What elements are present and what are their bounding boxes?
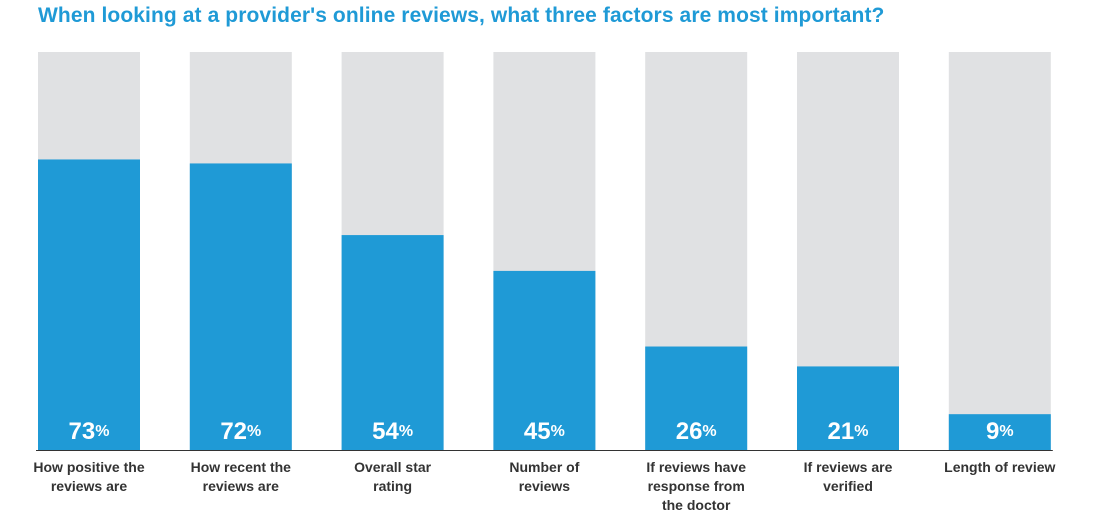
- bar: [797, 366, 899, 450]
- category-label: How positive the: [33, 459, 144, 475]
- category-label: reviews are: [51, 478, 127, 494]
- bar: [38, 159, 140, 450]
- data-label: 45%: [524, 418, 565, 445]
- category-label: Number of: [509, 459, 579, 475]
- bar: [493, 270, 596, 450]
- bar: [189, 163, 292, 450]
- data-label-value: 45: [524, 418, 551, 445]
- data-label-value: 72: [220, 418, 247, 445]
- category-label: response from: [648, 478, 745, 494]
- data-label-unit: %: [551, 423, 565, 440]
- category-label: the doctor: [662, 497, 731, 513]
- category-label: reviews are: [203, 478, 279, 494]
- category-label: Overall star: [354, 459, 432, 475]
- data-label: 21%: [828, 418, 869, 445]
- data-label-value: 73: [69, 418, 96, 445]
- category-label: Length of review: [944, 459, 1055, 475]
- category-label: If reviews have: [646, 459, 746, 475]
- category-label: verified: [823, 478, 873, 494]
- data-label: 73%: [69, 418, 110, 445]
- data-label-unit: %: [95, 423, 109, 440]
- bar-background: [948, 52, 1051, 450]
- chart-title: When looking at a provider's online revi…: [38, 4, 885, 27]
- data-label-value: 26: [676, 418, 703, 445]
- data-label-value: 54: [372, 418, 399, 445]
- data-label: 9%: [986, 418, 1014, 445]
- category-label: If reviews are: [804, 459, 893, 475]
- data-label: 26%: [676, 418, 717, 445]
- bar: [341, 235, 444, 450]
- data-label-unit: %: [702, 423, 716, 440]
- data-label-unit: %: [399, 423, 413, 440]
- data-label-value: 9: [986, 418, 999, 445]
- bar: [645, 346, 748, 450]
- data-label-unit: %: [247, 423, 261, 440]
- bar: [948, 414, 1051, 450]
- category-label: rating: [373, 478, 412, 494]
- data-label: 54%: [372, 418, 413, 445]
- data-label-unit: %: [999, 423, 1013, 440]
- data-label-value: 21: [828, 418, 855, 445]
- category-label: How recent the: [191, 459, 292, 475]
- category-label: reviews: [519, 478, 571, 494]
- data-label: 72%: [220, 418, 261, 445]
- data-label-unit: %: [854, 423, 868, 440]
